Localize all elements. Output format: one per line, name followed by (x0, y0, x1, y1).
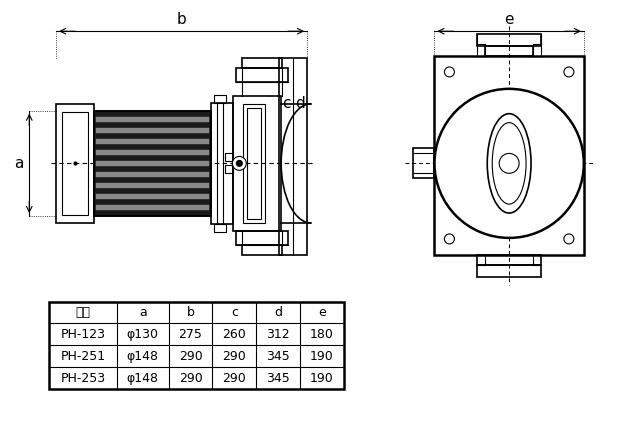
Text: 345: 345 (266, 372, 290, 384)
Text: 190: 190 (310, 372, 334, 384)
Text: 190: 190 (310, 350, 334, 363)
Text: e: e (505, 12, 514, 27)
Text: a: a (15, 156, 24, 171)
Bar (96, 205, 210, 210)
Circle shape (444, 234, 454, 244)
Bar (215, 95, 227, 103)
Bar (49, 301, 344, 389)
Bar (225, 153, 234, 161)
Bar (236, 68, 288, 82)
Text: a: a (139, 306, 147, 319)
Bar (236, 231, 288, 245)
Circle shape (564, 234, 574, 244)
Circle shape (499, 153, 519, 173)
Bar (96, 194, 210, 199)
Bar (62, 112, 88, 215)
Text: φ148: φ148 (127, 372, 159, 384)
Circle shape (444, 67, 454, 77)
Bar (215, 224, 227, 232)
Text: 260: 260 (222, 328, 246, 341)
Text: 312: 312 (266, 328, 290, 341)
Bar (279, 58, 307, 255)
Text: d: d (274, 306, 282, 319)
Bar (434, 56, 584, 255)
Bar (477, 265, 541, 277)
Text: 180: 180 (310, 328, 334, 341)
Text: 290: 290 (179, 350, 203, 363)
Bar (234, 96, 281, 231)
Text: 290: 290 (222, 350, 246, 363)
Text: PH-253: PH-253 (61, 372, 106, 384)
Text: φ148: φ148 (127, 350, 159, 363)
Bar (211, 103, 234, 224)
Text: 275: 275 (179, 328, 203, 341)
Ellipse shape (434, 89, 584, 238)
Bar (243, 104, 265, 223)
Text: b: b (177, 12, 187, 27)
Text: d: d (295, 96, 305, 111)
Bar (248, 108, 261, 219)
Bar (96, 139, 210, 144)
Circle shape (564, 67, 574, 77)
Ellipse shape (492, 123, 526, 204)
Bar (477, 34, 541, 46)
Text: PH-123: PH-123 (61, 328, 106, 341)
Circle shape (232, 157, 246, 170)
Bar (96, 183, 210, 188)
Bar (242, 245, 282, 255)
Bar (96, 172, 210, 177)
Bar (96, 128, 210, 133)
Bar (486, 46, 533, 56)
Bar (96, 161, 210, 166)
Text: PH-251: PH-251 (61, 350, 106, 363)
Text: 型号: 型号 (75, 306, 91, 319)
Circle shape (236, 161, 242, 166)
Bar (477, 255, 541, 265)
Bar (225, 165, 234, 173)
Text: 345: 345 (266, 350, 290, 363)
Bar (96, 117, 210, 122)
Text: 290: 290 (222, 372, 246, 384)
Bar (413, 149, 434, 178)
Bar (56, 104, 94, 223)
Text: c: c (231, 306, 238, 319)
Bar (94, 111, 211, 216)
Text: c: c (282, 96, 291, 111)
Bar (94, 111, 211, 216)
Ellipse shape (487, 114, 531, 213)
Text: b: b (187, 306, 194, 319)
Bar (242, 58, 282, 68)
Text: e: e (318, 306, 326, 319)
Text: φ130: φ130 (127, 328, 159, 341)
Bar (96, 150, 210, 155)
Text: 290: 290 (179, 372, 203, 384)
